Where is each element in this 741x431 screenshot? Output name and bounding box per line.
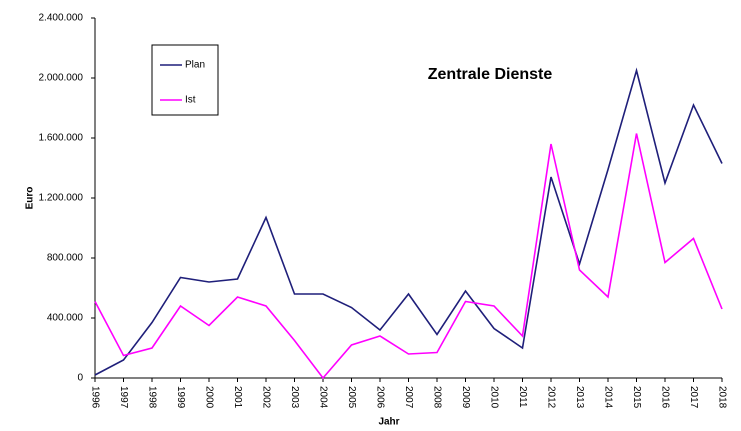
x-tick-label: 2011 [517,386,528,408]
x-tick-label: 2005 [346,386,357,409]
x-tick-label: 2014 [602,386,613,409]
y-tick-label: 2.000.000 [39,73,84,84]
legend-label: Plan [185,60,205,71]
x-tick-label: 2012 [545,386,556,409]
x-tick-label: 2000 [203,386,214,409]
x-tick-label: 2015 [631,386,642,409]
x-tick-label: 1998 [146,386,157,409]
y-tick-label: 800.000 [47,253,84,264]
y-tick-label: 400.000 [47,313,84,324]
x-tick-label: 2010 [488,386,499,409]
x-tick-label: 2018 [716,386,727,409]
x-tick-label: 2009 [460,386,471,409]
series-line [94,133,723,380]
legend-box [151,44,219,116]
chart-title: Zentrale Dienste [428,66,553,83]
x-tick-label: 2008 [431,386,442,409]
x-tick-label: 2013 [574,386,585,409]
y-tick-label: 2.400.000 [39,13,84,24]
x-tick-label: 2006 [374,386,385,409]
legend-label: Ist [185,95,196,106]
y-tick-label: 0 [77,373,83,384]
x-tick-label: 2003 [289,386,300,409]
x-axis-label: Jahr [378,417,399,428]
y-axis-label: Euro [25,187,36,210]
x-tick-label: 2001 [232,386,243,409]
x-tick-label: 1996 [89,386,100,409]
x-tick-label: 2017 [688,386,699,409]
x-tick-label: 2016 [659,386,670,409]
y-tick-label: 1.600.000 [39,133,84,144]
x-tick-label: 2004 [317,386,328,409]
y-tick-label: 1.200.000 [39,193,84,204]
x-tick-label: 2002 [260,386,271,409]
x-tick-label: 1999 [175,386,186,409]
series-line [94,67,723,376]
x-tick-label: 1997 [118,386,129,409]
x-tick-label: 2007 [403,386,414,409]
